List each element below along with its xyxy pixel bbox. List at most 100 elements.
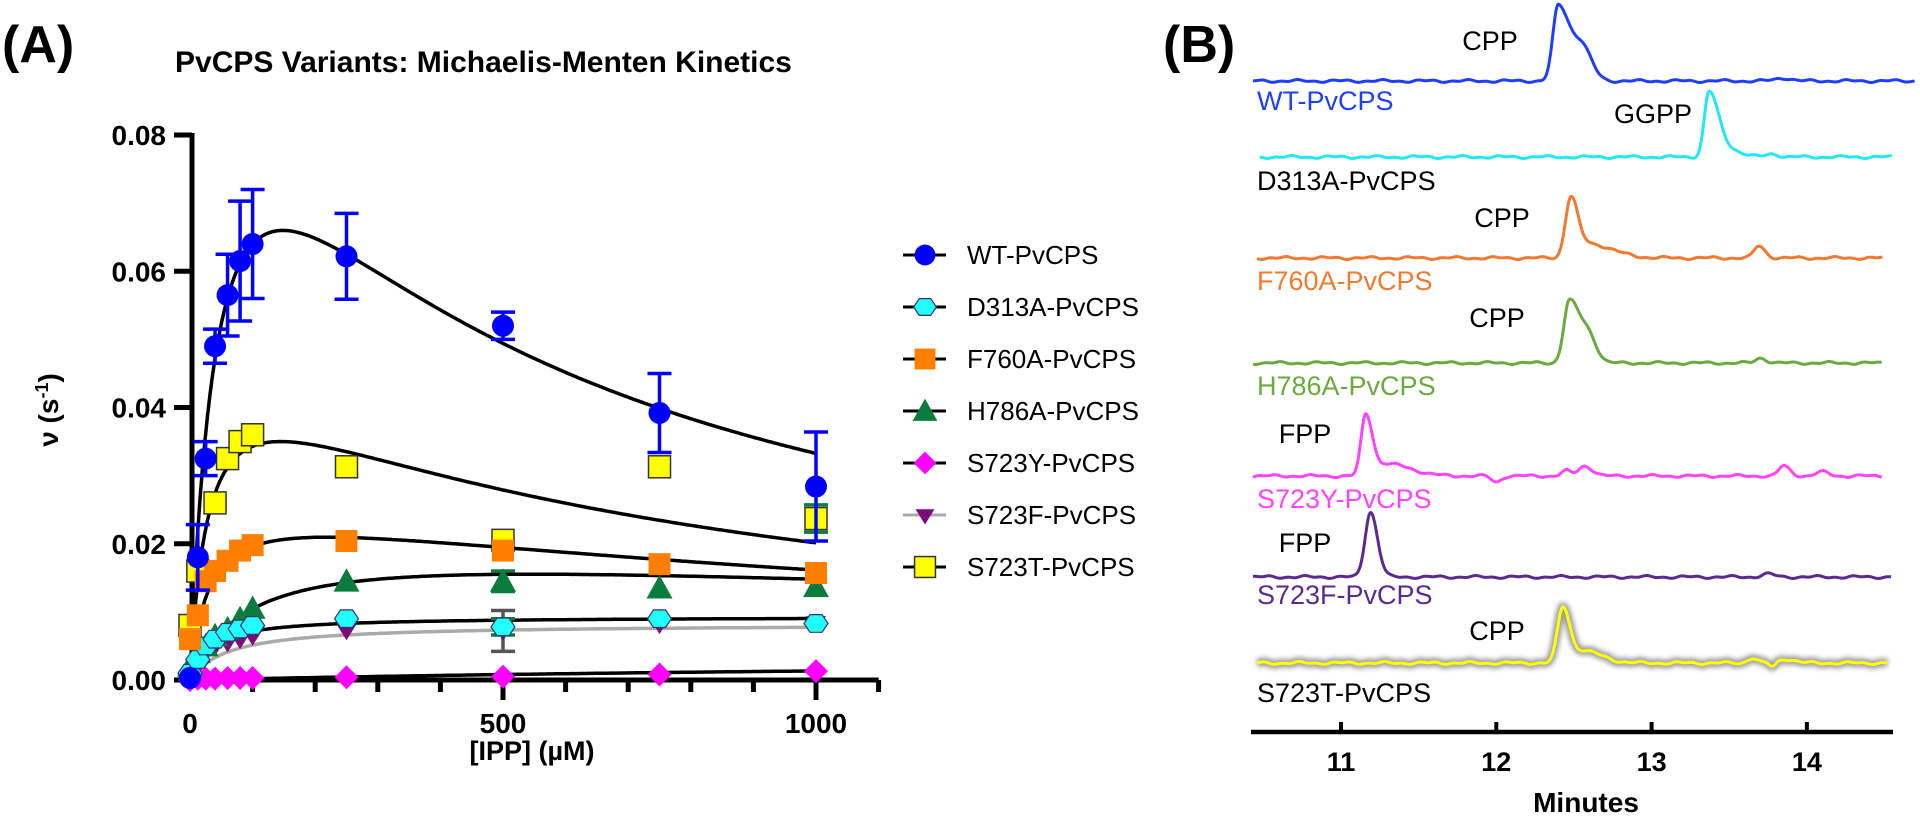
legend-item-h786a-pvcps: H786A-PvCPS [903, 396, 1139, 426]
data-point-d313a-pvcps [333, 609, 360, 629]
data-point-s723y-pvcps [215, 665, 240, 690]
y-axis-label-end: ) [33, 373, 64, 382]
data-point-wt-pvcps [229, 250, 252, 273]
trace-label: S723Y-PvCPS [1257, 484, 1432, 514]
x-tick-label: 1000 [785, 708, 847, 739]
legend-marker-icon [912, 298, 938, 316]
y-axis-label-sup: -1 [32, 383, 52, 399]
data-point-h786a-pvcps [646, 575, 673, 599]
data-point-h786a-pvcps [490, 568, 516, 592]
fit-curve-s723f-pvcps [188, 625, 816, 681]
legend-marker-icon [912, 398, 938, 421]
trace-label: WT-PvCPS [1257, 86, 1394, 116]
legend-label: S723T-PvCPS [967, 552, 1135, 582]
data-point-s723y-pvcps [240, 665, 265, 690]
data-point-d313a-pvcps [239, 616, 266, 635]
trace-line [1252, 2, 1915, 84]
trace-line [1252, 297, 1882, 366]
trace-h786a-pvcps: H786A-PvCPS CPP [1252, 297, 1882, 401]
data-point-wt-pvcps [492, 314, 514, 337]
minutes-tick-label: 14 [1792, 747, 1822, 777]
trace-label: D313A-PvCPS [1257, 166, 1436, 196]
data-point-wt-pvcps [179, 666, 201, 689]
data-point-wt-pvcps [204, 335, 227, 358]
chart-title: PvCPS Variants: Michaelis-Menten Kinetic… [175, 46, 792, 79]
panel-a-label: (A) [2, 16, 74, 74]
trace-line [1256, 605, 1888, 668]
trace-line [1256, 194, 1883, 262]
data-point-wt-pvcps [648, 401, 671, 424]
legend-item-d313a-pvcps: D313A-PvCPS [903, 292, 1139, 322]
y-tick-label: 0.00 [112, 665, 167, 696]
data-point-wt-pvcps [186, 546, 209, 569]
legend-label: D313A-PvCPS [967, 292, 1139, 322]
legend-item-s723f-pvcps: S723F-PvCPS [903, 500, 1136, 530]
minutes-tick-label: 11 [1327, 747, 1356, 777]
legend: WT-PvCPS D313A-PvCPS F760A-PvCPS H786A-PvCP… [903, 240, 1139, 582]
trace-d313a-pvcps: D313A-PvCPS GGPP [1257, 89, 1893, 196]
peak-label: CPP [1462, 26, 1518, 56]
trace-wt-pvcps: WT-PvCPS CPP [1252, 2, 1915, 116]
data-point-s723t-pvcps [647, 455, 672, 479]
data-point-s723t-pvcps [334, 455, 359, 479]
chromatogram-plot: 11 12 13 14 WT-PvCPS CPP D313A-PvCPS GGPP F760A-… [1251, 2, 1915, 777]
fit-curve-wt-pvcps [188, 228, 817, 681]
trace-line [1259, 89, 1893, 160]
legend-label: WT-PvCPS [967, 240, 1098, 270]
peak-label: CPP [1474, 203, 1530, 233]
y-tick-label: 0.08 [112, 120, 167, 151]
x-tick-label: 500 [480, 708, 527, 739]
legend-item-s723t-pvcps: S723T-PvCPS [903, 552, 1135, 582]
trace-label: S723T-PvCPS [1257, 678, 1431, 708]
y-tick-label: 0.02 [112, 529, 167, 560]
data-point-s723f-pvcps [336, 624, 357, 641]
data-point-wt-pvcps [335, 245, 358, 268]
y-axis-label: ν (s-1) [32, 373, 64, 447]
data-point-s723y-pvcps [334, 665, 359, 690]
trace-line [1252, 412, 1883, 484]
trace-f760a-pvcps: F760A-PvCPS CPP [1256, 194, 1883, 296]
legend-item-s723y-pvcps: S723Y-PvCPS [903, 448, 1135, 478]
data-point-s723y-pvcps [804, 659, 828, 684]
data-point-s723y-pvcps [228, 665, 253, 690]
panel-b-label: (B) [1163, 16, 1235, 74]
data-point-wt-pvcps [194, 447, 217, 470]
trace-s723f-pvcps: S723F-PvCPS FPP [1252, 511, 1892, 610]
legend-item-f760a-pvcps: F760A-PvCPS [903, 344, 1136, 374]
data-point-f760a-pvcps [179, 628, 201, 651]
trace-s723y-pvcps: S723Y-PvCPS FPP [1252, 412, 1883, 514]
data-point-h786a-pvcps [333, 568, 360, 592]
legend-marker-icon [915, 509, 935, 525]
legend-marker-icon [914, 348, 936, 370]
minutes-tick-label: 13 [1637, 747, 1667, 777]
x-tick-label: 0 [182, 708, 198, 739]
y-tick-label: 0.06 [112, 256, 167, 287]
peak-label: FPP [1279, 419, 1332, 449]
data-point-s723t-pvcps [240, 423, 265, 447]
trace-label: F760A-PvCPS [1257, 266, 1433, 296]
peak-label: CPP [1469, 616, 1525, 646]
y-axis-label-main: ν (s [33, 399, 64, 447]
data-point-s723t-pvcps [203, 491, 227, 515]
kinetics-plot: 0.00 0.02 0.04 0.06 0.08 0 500 1000 [112, 120, 882, 739]
data-point-h786a-pvcps [239, 595, 266, 619]
trace-line [1252, 511, 1892, 581]
data-point-f760a-pvcps [241, 534, 264, 557]
data-point-s723y-pvcps [647, 662, 672, 687]
legend-label: F760A-PvCPS [967, 344, 1136, 374]
minutes-tick-label: 12 [1481, 747, 1511, 777]
data-point-f760a-pvcps [335, 530, 358, 553]
trace-label: H786A-PvCPS [1257, 371, 1436, 401]
x-axis-label: [IPP] (µM) [469, 736, 594, 766]
legend-item-wt-pvcps: WT-PvCPS [903, 240, 1098, 270]
x-axis-label-minutes: Minutes [1533, 787, 1639, 818]
data-point-d313a-pvcps [803, 613, 829, 633]
data-point-s723y-pvcps [491, 664, 515, 689]
data-point-f760a-pvcps [186, 604, 209, 627]
data-point-f760a-pvcps [648, 553, 671, 576]
trace-s723t-pvcps: S723T-PvCPS CPP [1256, 602, 1889, 708]
data-point-wt-pvcps [805, 475, 827, 498]
data-point-f760a-pvcps [805, 562, 827, 585]
legend-label: S723F-PvCPS [967, 500, 1136, 530]
